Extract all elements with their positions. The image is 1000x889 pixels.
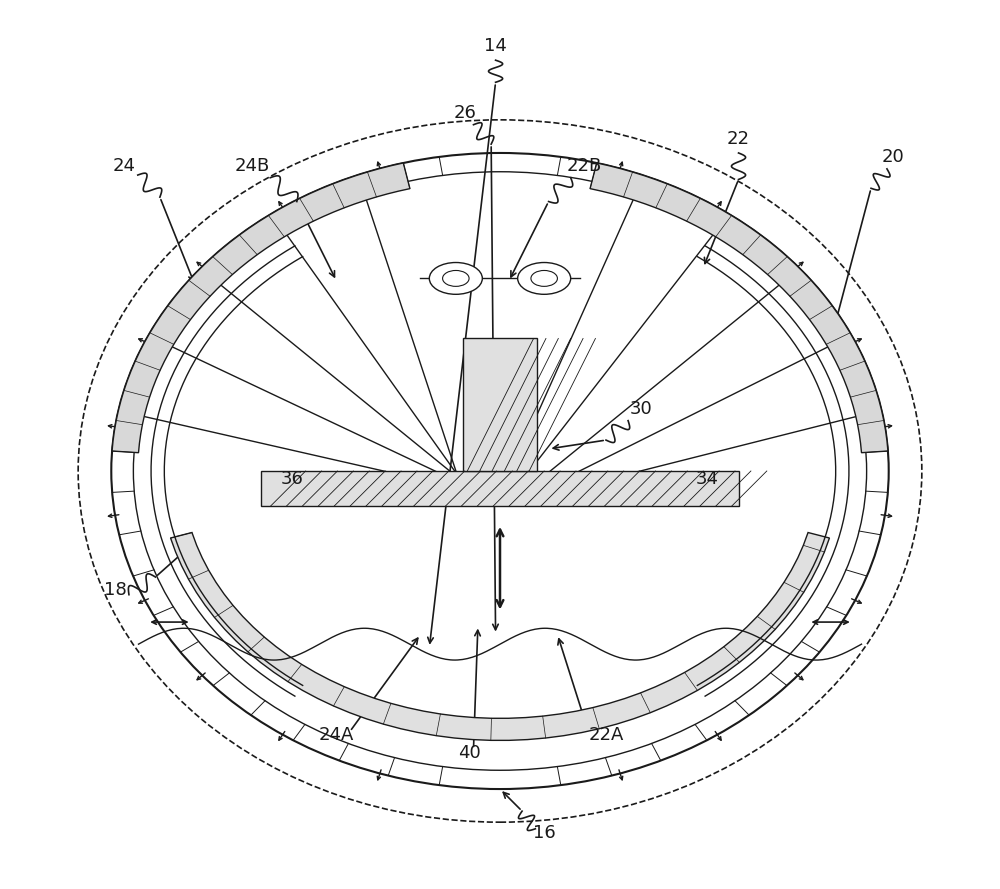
- Text: 22B: 22B: [566, 156, 602, 174]
- Polygon shape: [463, 339, 537, 471]
- Text: 24B: 24B: [235, 156, 270, 174]
- Text: 30: 30: [630, 399, 653, 418]
- Text: 22: 22: [727, 130, 750, 148]
- Text: 40: 40: [458, 744, 480, 762]
- Polygon shape: [171, 533, 829, 741]
- Text: 14: 14: [484, 37, 507, 55]
- Text: 36: 36: [281, 470, 304, 488]
- Text: 22A: 22A: [588, 726, 624, 744]
- Ellipse shape: [518, 262, 571, 294]
- Polygon shape: [590, 163, 888, 453]
- Polygon shape: [112, 163, 410, 453]
- Text: 24A: 24A: [319, 726, 354, 744]
- Text: 20: 20: [882, 148, 905, 165]
- Text: 34: 34: [696, 470, 719, 488]
- Text: 24: 24: [113, 156, 136, 174]
- Text: 18: 18: [104, 581, 127, 598]
- Text: 16: 16: [533, 823, 556, 842]
- Polygon shape: [261, 471, 739, 507]
- Ellipse shape: [429, 262, 482, 294]
- Text: 26: 26: [453, 104, 476, 122]
